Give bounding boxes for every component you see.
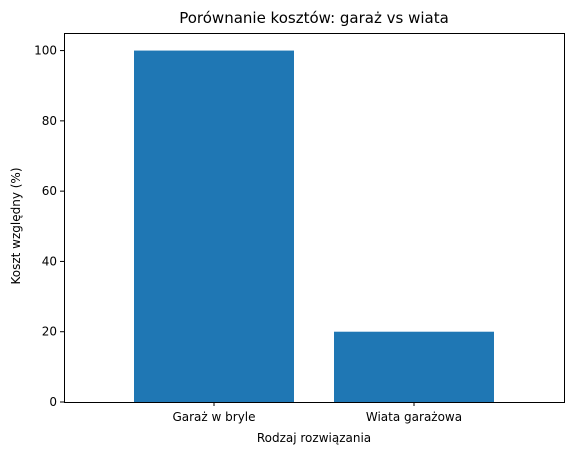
bar-1 xyxy=(134,50,294,402)
bars-group xyxy=(134,50,494,402)
y-tick-label: 40 xyxy=(42,254,57,268)
y-tick-label: 0 xyxy=(49,395,57,409)
y-axis-ticks: 0 20 40 60 80 100 xyxy=(34,44,64,409)
x-tick-label: Wiata garażowa xyxy=(366,410,462,424)
y-axis-label: Koszt względny (%) xyxy=(9,167,23,284)
y-tick-label: 20 xyxy=(42,325,57,339)
y-tick-label: 60 xyxy=(42,184,57,198)
chart-title: Porównanie kosztów: garaż vs wiata xyxy=(179,9,449,27)
x-axis-ticks: Garaż w bryle Wiata garażowa xyxy=(172,402,462,424)
x-axis-label: Rodzaj rozwiązania xyxy=(257,431,371,445)
y-tick-label: 100 xyxy=(34,44,57,58)
bar-2 xyxy=(334,331,494,402)
plot-frame xyxy=(64,33,565,403)
x-tick-label: Garaż w bryle xyxy=(172,410,255,424)
y-tick-label: 80 xyxy=(42,114,57,128)
